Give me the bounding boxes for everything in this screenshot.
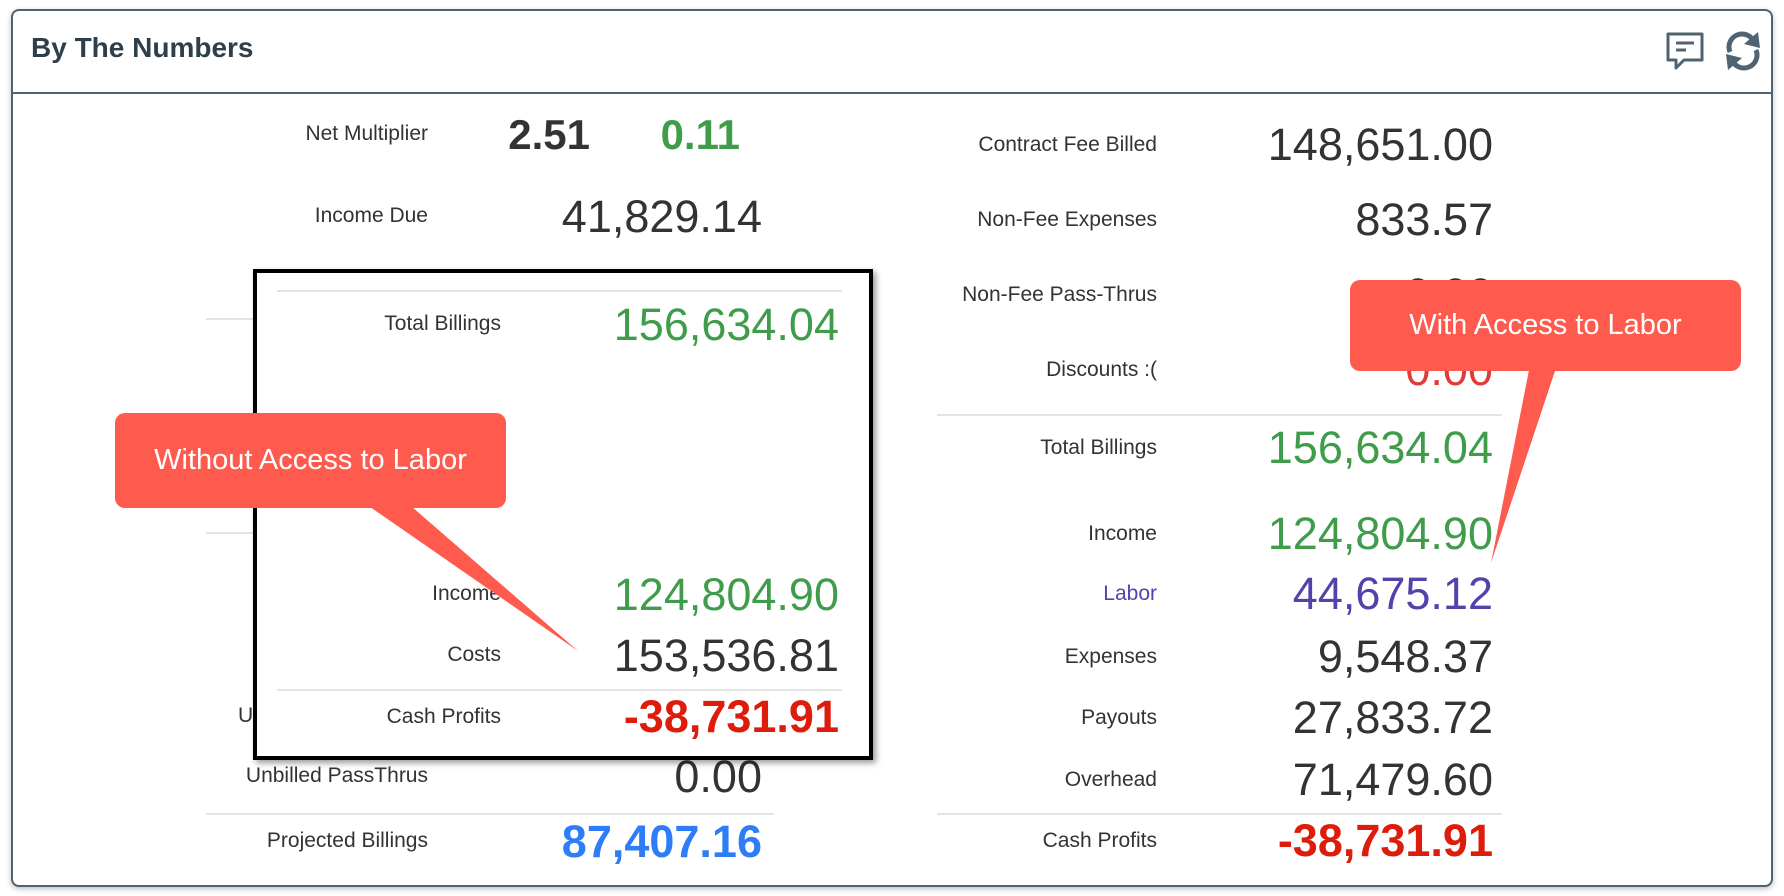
income-label: Income xyxy=(1088,522,1157,545)
header-divider xyxy=(11,92,1773,94)
without-labor-callout: Without Access to Labor xyxy=(115,413,506,508)
divider xyxy=(937,813,1502,815)
overlay-total-billings-value: 156,634.04 xyxy=(613,299,839,350)
expenses-value: 9,548.37 xyxy=(1317,631,1493,682)
divider xyxy=(277,689,842,691)
with-labor-callout: With Access to Labor xyxy=(1350,280,1741,371)
income-value: 124,804.90 xyxy=(1267,508,1493,559)
overlay-cash-profits-label: Cash Profits xyxy=(386,705,501,728)
contract-fee-billed-value: 148,651.00 xyxy=(1267,119,1493,170)
net-multiplier-label: Net Multiplier xyxy=(305,122,428,145)
discounts-label: Discounts :( xyxy=(1046,358,1157,381)
overhead-value: 71,479.60 xyxy=(1292,754,1493,805)
overhead-label: Overhead xyxy=(1064,768,1157,791)
expenses-label: Expenses xyxy=(1064,645,1157,668)
total-billings-label: Total Billings xyxy=(1040,436,1157,459)
non-fee-expenses-value: 833.57 xyxy=(1355,194,1493,245)
income-due-label: Income Due xyxy=(314,204,428,227)
projected-billings-value: 87,407.16 xyxy=(561,816,762,867)
divider xyxy=(206,813,774,815)
overlay-costs-value: 153,536.81 xyxy=(613,630,839,681)
overlay-income-value: 124,804.90 xyxy=(613,569,839,620)
divider xyxy=(206,532,266,534)
cash-profits-label: Cash Profits xyxy=(1042,829,1157,852)
overlay-income-label: Income xyxy=(432,582,501,605)
cash-profits-value: -38,731.91 xyxy=(1277,815,1493,866)
overlay-costs-label: Costs xyxy=(447,643,501,666)
payouts-value: 27,833.72 xyxy=(1292,692,1493,743)
payouts-label: Payouts xyxy=(1081,706,1157,729)
overlay-total-billings-label: Total Billings xyxy=(384,312,501,335)
total-billings-value: 156,634.04 xyxy=(1267,422,1493,473)
non-fee-pass-thrus-label: Non-Fee Pass-Thrus xyxy=(962,283,1157,306)
unbilled-passthrus-label: Unbilled PassThrus xyxy=(245,764,428,787)
contract-fee-billed-label: Contract Fee Billed xyxy=(978,133,1157,156)
labor-value: 44,675.12 xyxy=(1292,568,1493,619)
with-labor-pointer xyxy=(1491,365,1557,563)
net-multiplier-delta: 0.11 xyxy=(660,111,740,158)
without-labor-view: Total Billings 156,634.04 Income 124,804… xyxy=(253,269,873,760)
net-multiplier-value: 2.51 xyxy=(508,111,590,158)
without-labor-pointer xyxy=(360,500,578,651)
overlay-cash-profits-value: -38,731.91 xyxy=(623,691,839,742)
projected-billings-label: Projected Billings xyxy=(266,829,428,852)
divider xyxy=(937,414,1502,416)
refresh-icon[interactable] xyxy=(1722,30,1764,72)
income-due-value: 41,829.14 xyxy=(561,191,762,242)
divider xyxy=(206,318,266,320)
non-fee-expenses-label: Non-Fee Expenses xyxy=(977,208,1157,231)
comment-icon[interactable] xyxy=(1664,30,1706,72)
partial-label: U xyxy=(238,704,254,727)
labor-label[interactable]: Labor xyxy=(1103,582,1157,605)
panel-title: By The Numbers xyxy=(31,32,254,63)
divider xyxy=(277,290,842,292)
